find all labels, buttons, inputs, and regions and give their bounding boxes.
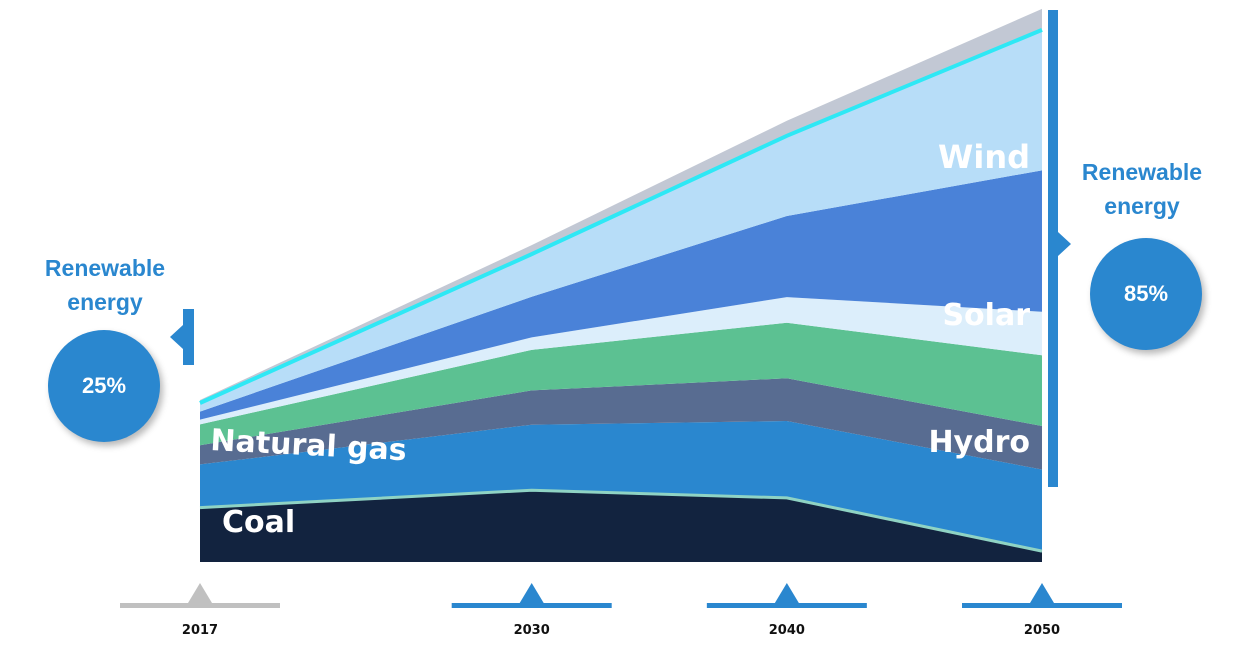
year-marker-triangle <box>519 583 544 603</box>
label-solar: Solar <box>942 298 1030 333</box>
start-bracket-arrow <box>170 325 183 349</box>
renewable-label-end: Renewable energy <box>1081 159 1203 219</box>
area-band-4 <box>200 297 1042 425</box>
label-hydro: Hydro <box>928 425 1030 460</box>
top-cyan-edge <box>199 28 1043 405</box>
label-wind: Wind <box>938 138 1030 176</box>
year-label-2017: 2017 <box>182 623 218 638</box>
year-marker-triangle <box>188 583 212 603</box>
area-solar <box>200 170 1042 420</box>
end-bracket-arrow <box>1058 232 1071 256</box>
renewable-label-start: Renewable energy <box>44 255 166 315</box>
coal-gas-edge <box>199 488 1043 553</box>
year-marker-bar <box>706 603 867 608</box>
renewable-percent-start: 25% <box>48 330 160 442</box>
area-natural-gas <box>200 421 1042 552</box>
year-axis: 2017 2030 2040 2050 <box>120 583 1122 638</box>
year-label-2030: 2030 <box>514 623 550 638</box>
end-bracket <box>1048 10 1058 487</box>
area-band-2 <box>200 378 1042 470</box>
year-marker-2040: 2040 <box>706 583 867 638</box>
year-marker-2030: 2030 <box>451 583 612 638</box>
year-marker-2050: 2050 <box>962 583 1122 638</box>
area-edges <box>199 8 1043 553</box>
renewable-brackets <box>170 10 1071 487</box>
year-marker-bar <box>451 603 612 608</box>
year-marker-triangle <box>774 583 799 603</box>
renewable-percent-end: 85% <box>1090 238 1202 350</box>
top-gray-edge <box>200 8 1042 402</box>
year-marker-bar <box>962 603 1122 608</box>
year-marker-triangle <box>1030 583 1054 603</box>
year-marker-2017: 2017 <box>120 583 280 638</box>
year-marker-bar <box>120 603 280 608</box>
year-label-2040: 2040 <box>769 623 805 638</box>
start-bracket <box>183 309 194 365</box>
area-hydro <box>200 322 1042 446</box>
label-coal: Coal <box>222 505 295 540</box>
area-wind <box>200 28 1042 412</box>
year-label-2050: 2050 <box>1024 623 1060 638</box>
area-layers <box>200 28 1042 562</box>
